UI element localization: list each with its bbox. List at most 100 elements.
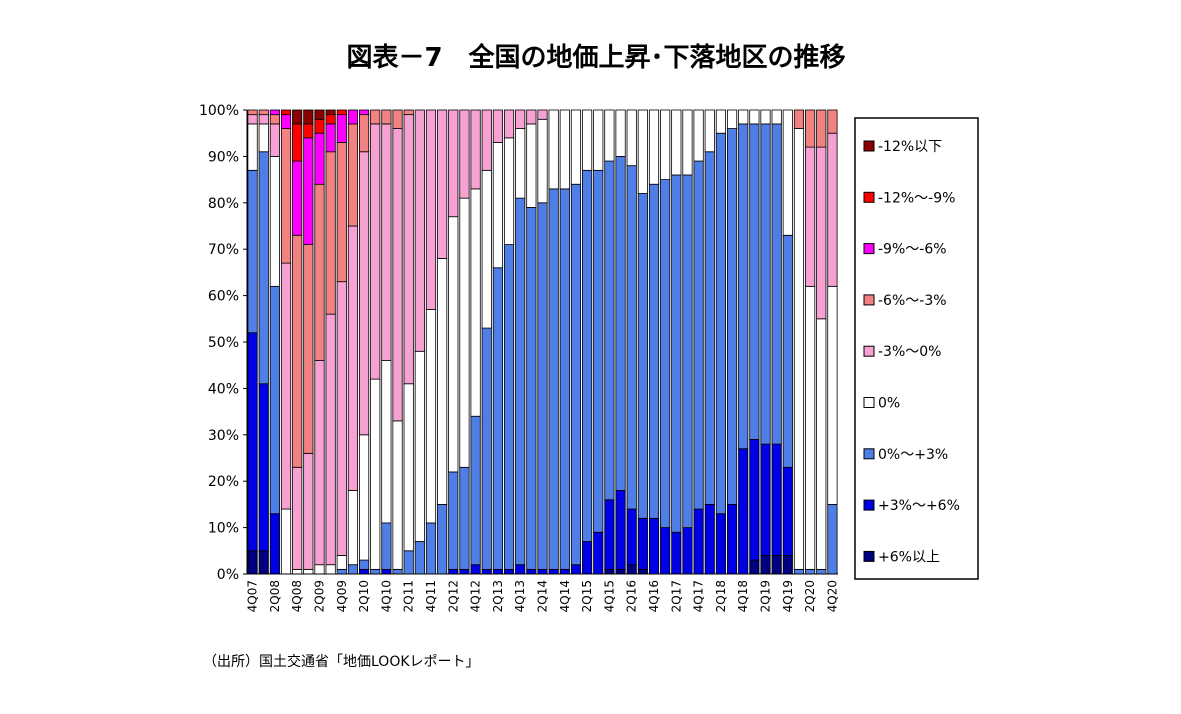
bar-segment: [336, 281, 347, 556]
bar-segment: [347, 109, 359, 125]
bar-segment: [626, 564, 637, 575]
bar-segment: [604, 499, 615, 570]
bar-segment: [303, 123, 314, 139]
legend-label: -9%～-6%: [878, 242, 947, 258]
y-tick-label: 60%: [208, 289, 239, 305]
bar-segment: [615, 109, 626, 157]
legend-swatch: [863, 140, 875, 152]
bar-segment: [738, 109, 749, 125]
x-tick-label: 4Q14: [558, 580, 572, 612]
bar-segment: [582, 541, 593, 575]
bar-segment: [760, 555, 771, 575]
bar-segment: [280, 128, 292, 264]
bar-segment: [280, 508, 292, 575]
bar-segment: [693, 508, 704, 575]
bar-segment: [347, 490, 359, 566]
y-tick-label: 100%: [199, 103, 239, 119]
x-tick-label: 4Q12: [469, 580, 483, 612]
bar-segment: [570, 109, 582, 185]
bar-segment: [403, 383, 414, 552]
bar-segment: [303, 452, 314, 570]
x-tick-label: 4Q10: [379, 580, 393, 612]
x-tick-label: 4Q11: [424, 580, 438, 612]
bar-segment: [303, 137, 314, 245]
bar-segment: [682, 527, 693, 575]
bar-segment: [626, 109, 637, 167]
bar-segment: [526, 109, 537, 125]
bar-segment: [793, 109, 805, 129]
bar-segment: [325, 151, 336, 315]
legend-swatch: [863, 294, 875, 306]
bar-segment: [403, 114, 414, 385]
bar-segment: [314, 132, 325, 185]
bar-segment: [459, 568, 470, 575]
bar-segment: [526, 568, 537, 575]
bar-segment: [827, 503, 838, 575]
bar-segment: [760, 443, 771, 556]
bar-segment: [359, 151, 370, 436]
bar-segment: [269, 285, 280, 515]
x-tick-label: 2Q20: [803, 580, 817, 612]
x-tick-label: 2Q15: [580, 580, 594, 612]
bar-segment: [303, 244, 314, 454]
bar-segment: [448, 216, 459, 473]
bar-segment: [660, 109, 671, 180]
bar-segment: [637, 568, 648, 575]
legend-box: [854, 117, 979, 580]
bar-segment: [481, 327, 492, 570]
legend-label: -6%～-3%: [878, 293, 947, 309]
bar-segment: [336, 109, 347, 116]
bar-segment: [626, 508, 637, 566]
bar-segment: [292, 109, 303, 125]
bar-segment: [626, 165, 637, 510]
bar-segment: [470, 564, 481, 575]
bar-segment: [347, 123, 359, 227]
bar-segment: [704, 503, 715, 575]
y-tick-label: 0%: [217, 567, 239, 583]
bar-segment: [749, 123, 760, 440]
bar-segment: [782, 555, 793, 575]
bar-segment: [771, 123, 782, 445]
bar-segment: [325, 313, 336, 566]
bar-segment: [503, 244, 515, 570]
x-tick-label: 4Q09: [335, 580, 349, 612]
bar-segment: [336, 568, 347, 575]
bar-segment: [749, 109, 760, 125]
legend-label: +6%以上: [878, 549, 940, 565]
bar-segment: [492, 568, 503, 575]
bar-segment: [738, 448, 749, 575]
bar-segment: [258, 123, 269, 153]
bar-segment: [559, 188, 570, 570]
bar-segment: [470, 109, 481, 190]
legend-swatch: [863, 499, 875, 511]
bar-segment: [582, 109, 593, 171]
x-tick-label: 4Q19: [781, 580, 795, 612]
bar-segment: [782, 109, 793, 236]
bar-segment: [258, 550, 269, 575]
bar-segment: [247, 169, 258, 334]
bar-segment: [827, 285, 838, 505]
bar-segment: [437, 503, 448, 575]
bar-segment: [671, 109, 682, 176]
bar-segment: [637, 517, 648, 570]
bar-segment: [492, 142, 503, 269]
bar-segment: [604, 568, 615, 575]
y-tick-label: 70%: [208, 242, 239, 258]
bar-segment: [381, 123, 392, 361]
bar-segment: [347, 225, 359, 491]
bar-segment: [771, 555, 782, 575]
bar-segment: [414, 109, 425, 352]
bar-segment: [593, 531, 604, 575]
bar-segment: [805, 109, 816, 148]
bar-segment: [526, 207, 537, 570]
bar-segment: [816, 109, 827, 148]
bar-segment: [247, 109, 258, 116]
x-tick-label: 2Q09: [312, 580, 326, 612]
bar-segment: [648, 183, 660, 519]
bar-segment: [492, 267, 503, 570]
legend-swatch: [863, 550, 875, 562]
bar-segment: [314, 118, 325, 134]
bar-segment: [537, 568, 548, 575]
bar-segment: [280, 262, 292, 510]
bar-segment: [336, 114, 347, 143]
